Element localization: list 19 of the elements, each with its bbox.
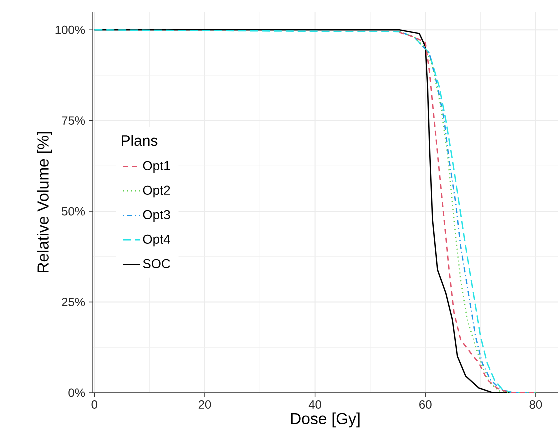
legend-label: Opt2: [143, 186, 170, 198]
legend-title: Plans: [122, 135, 158, 146]
y-tick-label: 75%: [62, 116, 86, 126]
line-series: [94, 29, 537, 393]
y-tick-label: 50%: [62, 207, 86, 216]
y-axis-title: Relative Volume [%]: [37, 132, 52, 272]
y-tick-label: 0%: [68, 388, 86, 398]
legend-label: SOC: [143, 259, 170, 268]
y-tick-label: 100%: [56, 26, 86, 34]
x-tick-label: 80: [530, 400, 542, 409]
x-axis-title: Dose [Gy]: [291, 412, 360, 428]
x-tick-label: 0: [92, 400, 98, 409]
x-tick-label: 60: [420, 400, 432, 409]
y-tick-label: 25%: [62, 298, 86, 306]
x-tick-label: 20: [198, 400, 212, 409]
legend-label: Opt4: [143, 234, 170, 247]
x-tick-label: 40: [308, 400, 322, 409]
legend-label: Opt1: [143, 161, 170, 174]
legend-label: Opt3: [143, 210, 170, 222]
